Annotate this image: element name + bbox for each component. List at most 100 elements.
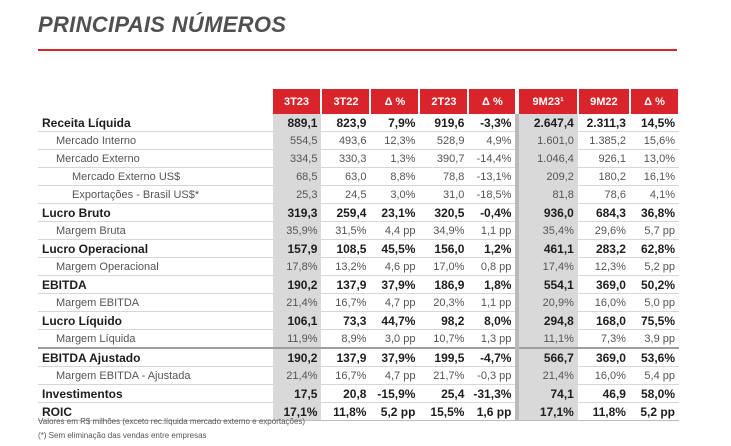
table-cell: 21,4% xyxy=(272,293,322,312)
table-cell: 108,5 xyxy=(321,239,371,258)
row-label: Margem Líquida xyxy=(38,329,273,349)
table-cell: 3,0% xyxy=(370,185,420,204)
row-label: Receita Líquida xyxy=(38,114,273,132)
table-cell: 35,9% xyxy=(272,221,322,240)
table-cell: 75,5% xyxy=(629,311,679,330)
row-label: Margem Bruta xyxy=(38,221,273,240)
table-cell: 25,4 xyxy=(419,384,469,403)
table-row: EBITDA 190,2 137,9 37,9% 186,9 1,8% 554,1 369,0… xyxy=(38,275,679,294)
table-cell: 3,9 pp xyxy=(629,329,679,349)
table-cell: 1,3 pp xyxy=(468,329,518,349)
table-row: Mercado Externo 334,5 330,3 1,3% 390,7 -14,4%… xyxy=(38,149,679,168)
table-cell: 1.385,2 xyxy=(577,131,630,150)
table-cell: 15,6% xyxy=(629,131,679,150)
table-cell: 17,8% xyxy=(272,257,322,276)
row-label: Lucro Líquido xyxy=(38,311,273,330)
footnote-units: Valores em R$ milhões (exceto rec.líquid… xyxy=(38,417,306,426)
table-cell: 25,3 xyxy=(272,185,322,204)
table-cell: 566,7 xyxy=(515,347,578,367)
key-figures-table: 3T23 3T22 Δ % 2T23 Δ % 9M23¹ 9M22 Δ % Re… xyxy=(38,89,681,421)
table-cell: 4,9% xyxy=(468,131,518,150)
table-cell: 936,0 xyxy=(515,203,578,222)
table-cell: 334,5 xyxy=(272,149,322,168)
table-cell: 7,3% xyxy=(577,329,630,349)
table-cell: -14,4% xyxy=(468,149,518,168)
footnote-asterisk: (*) Sem eliminação das vendas entre empr… xyxy=(38,431,207,440)
table-cell: 20,8 xyxy=(321,384,371,403)
table-row: EBITDA Ajustado 190,2 137,9 37,9% 199,5 -4,7%… xyxy=(38,347,679,367)
row-label: Lucro Operacional xyxy=(38,239,273,258)
table-cell: 4,7 pp xyxy=(370,366,420,385)
table-cell: 17,1% xyxy=(272,402,322,421)
table-cell: 5,2 pp xyxy=(629,402,679,421)
table-cell: 98,2 xyxy=(419,311,469,330)
table-cell: 58,0% xyxy=(629,384,679,403)
table-row: Lucro Líquido 106,1 73,3 44,7% 98,2 8,0% 294,8… xyxy=(38,311,679,330)
table-cell: 68,5 xyxy=(272,167,322,186)
table-cell: 1,6 pp xyxy=(468,402,518,421)
table-cell: 14,5% xyxy=(629,114,679,132)
table-row: Receita Líquida 889,1 823,9 7,9% 919,6 -3,3% 2… xyxy=(38,114,679,132)
table-cell: 81,8 xyxy=(515,185,578,204)
table-cell: 554,1 xyxy=(515,275,578,294)
table-cell: 21,7% xyxy=(419,366,469,385)
table-cell: -18,5% xyxy=(468,185,518,204)
table-cell: 15,5% xyxy=(419,402,469,421)
table-cell: 62,8% xyxy=(629,239,679,258)
table-cell: 21,4% xyxy=(272,366,322,385)
table-cell: 3,0 pp xyxy=(370,329,420,349)
table-cell: 168,0 xyxy=(577,311,630,330)
table-row: Margem EBITDA - Ajustada 21,4% 16,7% 4,7 pp… xyxy=(38,366,679,385)
table-cell: 11,8% xyxy=(577,402,630,421)
table-cell: 5,4 pp xyxy=(629,366,679,385)
table-cell: 137,9 xyxy=(321,275,371,294)
table-cell: 320,5 xyxy=(419,203,469,222)
table-row: ROIC 17,1% 11,8% 5,2 pp 15,5% 1,6 pp 17,1% 11,8… xyxy=(38,402,679,421)
table-row: Lucro Bruto 319,3 259,4 23,1% 320,5 -0,4% 936,… xyxy=(38,203,679,222)
table-cell: 8,0% xyxy=(468,311,518,330)
table-cell: 16,0% xyxy=(577,366,630,385)
table-cell: 4,6 pp xyxy=(370,257,420,276)
table-cell: 7,9% xyxy=(370,114,420,132)
table-cell: 73,3 xyxy=(321,311,371,330)
table-cell: 53,6% xyxy=(629,347,679,367)
table-cell: 21,4% xyxy=(515,366,578,385)
col-header: Δ % xyxy=(370,89,421,114)
table-row: Margem EBITDA 21,4% 16,7% 4,7 pp 20,3% 1,1 pp… xyxy=(38,293,679,312)
table-cell: 1,1 pp xyxy=(468,293,518,312)
table-row: Margem Bruta 35,9% 31,5% 4,4 pp 34,9% 1,1 pp 3… xyxy=(38,221,679,240)
header-blank xyxy=(38,89,273,114)
table-cell: 0,8 pp xyxy=(468,257,518,276)
row-label: ROIC xyxy=(38,402,273,421)
table-cell: 1,1 pp xyxy=(468,221,518,240)
table-cell: -15,9% xyxy=(370,384,420,403)
row-label: Margem Operacional xyxy=(38,257,273,276)
table-row: Mercado Interno 554,5 493,6 12,3% 528,9 4,9% 1… xyxy=(38,131,679,150)
table-cell: 209,2 xyxy=(515,167,578,186)
table-cell: 2.647,4 xyxy=(515,114,578,132)
table-cell: 78,6 xyxy=(577,185,630,204)
table-cell: 23,1% xyxy=(370,203,420,222)
row-label: Margem EBITDA xyxy=(38,293,273,312)
table-cell: 37,9% xyxy=(370,347,420,367)
col-header: 2T23 xyxy=(419,89,470,114)
table-cell: 12,3% xyxy=(577,257,630,276)
row-label: Margem EBITDA - Ajustada xyxy=(38,366,273,385)
table-cell: -4,7% xyxy=(468,347,518,367)
table-cell: 24,5 xyxy=(321,185,371,204)
table-cell: 74,1 xyxy=(515,384,578,403)
table-cell: 190,2 xyxy=(272,347,322,367)
table-cell: 156,0 xyxy=(419,239,469,258)
row-label: Investimentos xyxy=(38,384,273,403)
table-cell: 29,6% xyxy=(577,221,630,240)
table-cell: 16,0% xyxy=(577,293,630,312)
table-cell: 17,5 xyxy=(272,384,322,403)
row-label: Exportações - Brasil US$* xyxy=(38,185,273,204)
table-cell: 926,1 xyxy=(577,149,630,168)
table-cell: 919,6 xyxy=(419,114,469,132)
col-header: 9M22 xyxy=(577,89,631,114)
col-header: 3T23 xyxy=(272,89,323,114)
table-cell: 330,3 xyxy=(321,149,371,168)
table-cell: 17,1% xyxy=(515,402,578,421)
table-cell: 259,4 xyxy=(321,203,371,222)
